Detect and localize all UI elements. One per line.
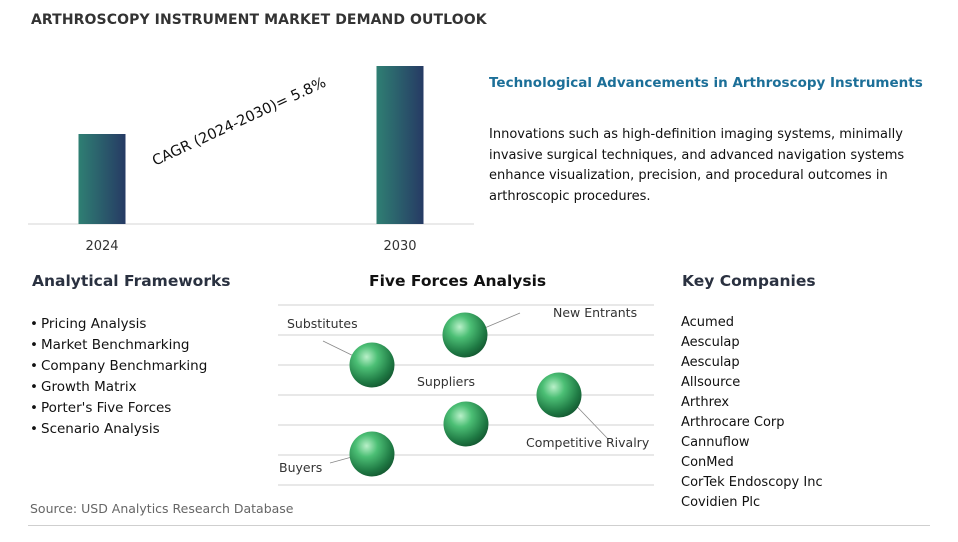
list-item: • Market Benchmarking bbox=[30, 335, 207, 356]
force-label-new-entrants: New Entrants bbox=[553, 305, 637, 320]
bullet-icon: • bbox=[30, 358, 38, 374]
force-label-competitive-rivalry: Competitive Rivalry bbox=[526, 435, 650, 450]
tech-heading: Technological Advancements in Arthroscop… bbox=[489, 75, 923, 91]
bullet-icon: • bbox=[30, 400, 38, 416]
companies-heading: Key Companies bbox=[682, 272, 816, 290]
bullet-icon: • bbox=[30, 421, 38, 437]
sphere-new-entrants bbox=[442, 312, 488, 358]
list-item: • Porter's Five Forces bbox=[30, 398, 207, 419]
list-item: ConMed bbox=[681, 455, 734, 470]
bar-2024 bbox=[78, 134, 126, 224]
bullet-icon: • bbox=[30, 379, 38, 395]
x-tick-label: 2030 bbox=[383, 239, 416, 254]
bottom-divider bbox=[28, 525, 930, 526]
x-tick-label: 2024 bbox=[85, 239, 118, 254]
list-item: Aesculap bbox=[681, 355, 740, 370]
force-label-buyers: Buyers bbox=[279, 460, 322, 475]
list-item: • Company Benchmarking bbox=[30, 356, 207, 377]
force-label-substitutes: Substitutes bbox=[287, 316, 358, 331]
tech-description: Innovations such as high-definition imag… bbox=[489, 127, 905, 204]
list-item: Aesculap bbox=[681, 335, 740, 350]
list-item: Acumed bbox=[681, 315, 734, 330]
frameworks-list: • Pricing Analysis • Market Benchmarking •… bbox=[30, 314, 207, 440]
list-item: • Pricing Analysis bbox=[30, 314, 207, 335]
bullet-icon: • bbox=[30, 316, 38, 332]
list-item: Allsource bbox=[681, 375, 741, 390]
list-item: CorTek Endoscopy Inc bbox=[681, 475, 823, 490]
five-forces-heading: Five Forces Analysis bbox=[369, 272, 547, 290]
sphere-buyers bbox=[349, 431, 395, 477]
sphere-suppliers bbox=[443, 401, 489, 447]
list-item: Cannuflow bbox=[681, 435, 750, 450]
page-title: ARTHROSCOPY INSTRUMENT MARKET DEMAND OUT… bbox=[31, 12, 487, 28]
list-item: • Growth Matrix bbox=[30, 377, 207, 398]
force-label-suppliers: Suppliers bbox=[417, 374, 475, 389]
companies-list: Acumed Aesculap Aesculap Allsource Arthr… bbox=[681, 313, 823, 513]
source-note: Source: USD Analytics Research Database bbox=[30, 501, 294, 516]
bullet-icon: • bbox=[30, 337, 38, 353]
bar-chart: 2024 2030 bbox=[28, 66, 474, 254]
list-item: Arthrex bbox=[681, 395, 730, 410]
frameworks-heading: Analytical Frameworks bbox=[32, 272, 231, 290]
five-forces-diagram: Substitutes New Entrants Suppliers Compe… bbox=[278, 304, 654, 486]
list-item: • Scenario Analysis bbox=[30, 419, 207, 440]
sphere-competitive-rivalry bbox=[536, 372, 582, 418]
list-item: Covidien Plc bbox=[681, 495, 761, 510]
bar-2030 bbox=[376, 66, 424, 224]
sphere-substitutes bbox=[349, 342, 395, 388]
list-item: Arthrocare Corp bbox=[681, 415, 785, 430]
